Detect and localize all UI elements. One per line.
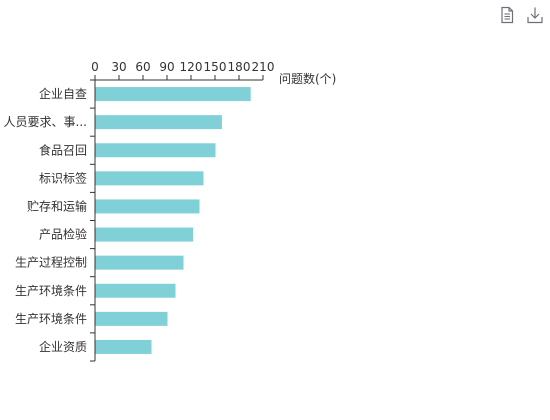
y-category-label: 人员要求、事... (4, 115, 87, 129)
bar[interactable] (95, 143, 216, 158)
y-category-label: 产品检验 (39, 227, 87, 242)
bar[interactable] (95, 339, 152, 354)
y-category-label: 食品召回 (39, 142, 87, 157)
data-view-icon[interactable] (498, 6, 516, 24)
x-tick-label: 0 (91, 60, 99, 74)
x-axis-title: 问题数(个) (279, 71, 336, 86)
bar[interactable] (95, 283, 176, 298)
x-tick-label: 180 (228, 60, 251, 74)
y-category-label: 生产过程控制 (15, 255, 87, 270)
y-category-label: 生产环境条件 (15, 311, 87, 326)
save-image-icon[interactable] (526, 6, 544, 24)
bar[interactable] (95, 199, 200, 214)
y-category-label: 标识标签 (39, 170, 87, 185)
chart-toolbox (498, 6, 544, 24)
bar-series (95, 87, 251, 354)
bar[interactable] (95, 115, 222, 130)
y-category-label: 贮存和运输 (27, 198, 87, 213)
x-tick-label: 150 (204, 60, 227, 74)
bar[interactable] (95, 311, 168, 326)
bar[interactable] (95, 87, 251, 102)
y-category-label: 生产环境条件 (15, 283, 87, 298)
x-axis: 0 30 60 90 120 150 180 210 (91, 60, 275, 81)
y-category-label: 企业自查 (39, 86, 87, 101)
y-category-label: 企业资质 (39, 339, 87, 354)
bar[interactable] (95, 255, 184, 270)
x-tick-label: 120 (180, 60, 203, 74)
x-tick-label: 30 (111, 60, 126, 74)
x-tick-label: 60 (135, 60, 150, 74)
bar[interactable] (95, 227, 194, 242)
x-tick-label: 210 (252, 60, 275, 74)
bar[interactable] (95, 171, 204, 186)
x-tick-label: 90 (159, 60, 174, 74)
